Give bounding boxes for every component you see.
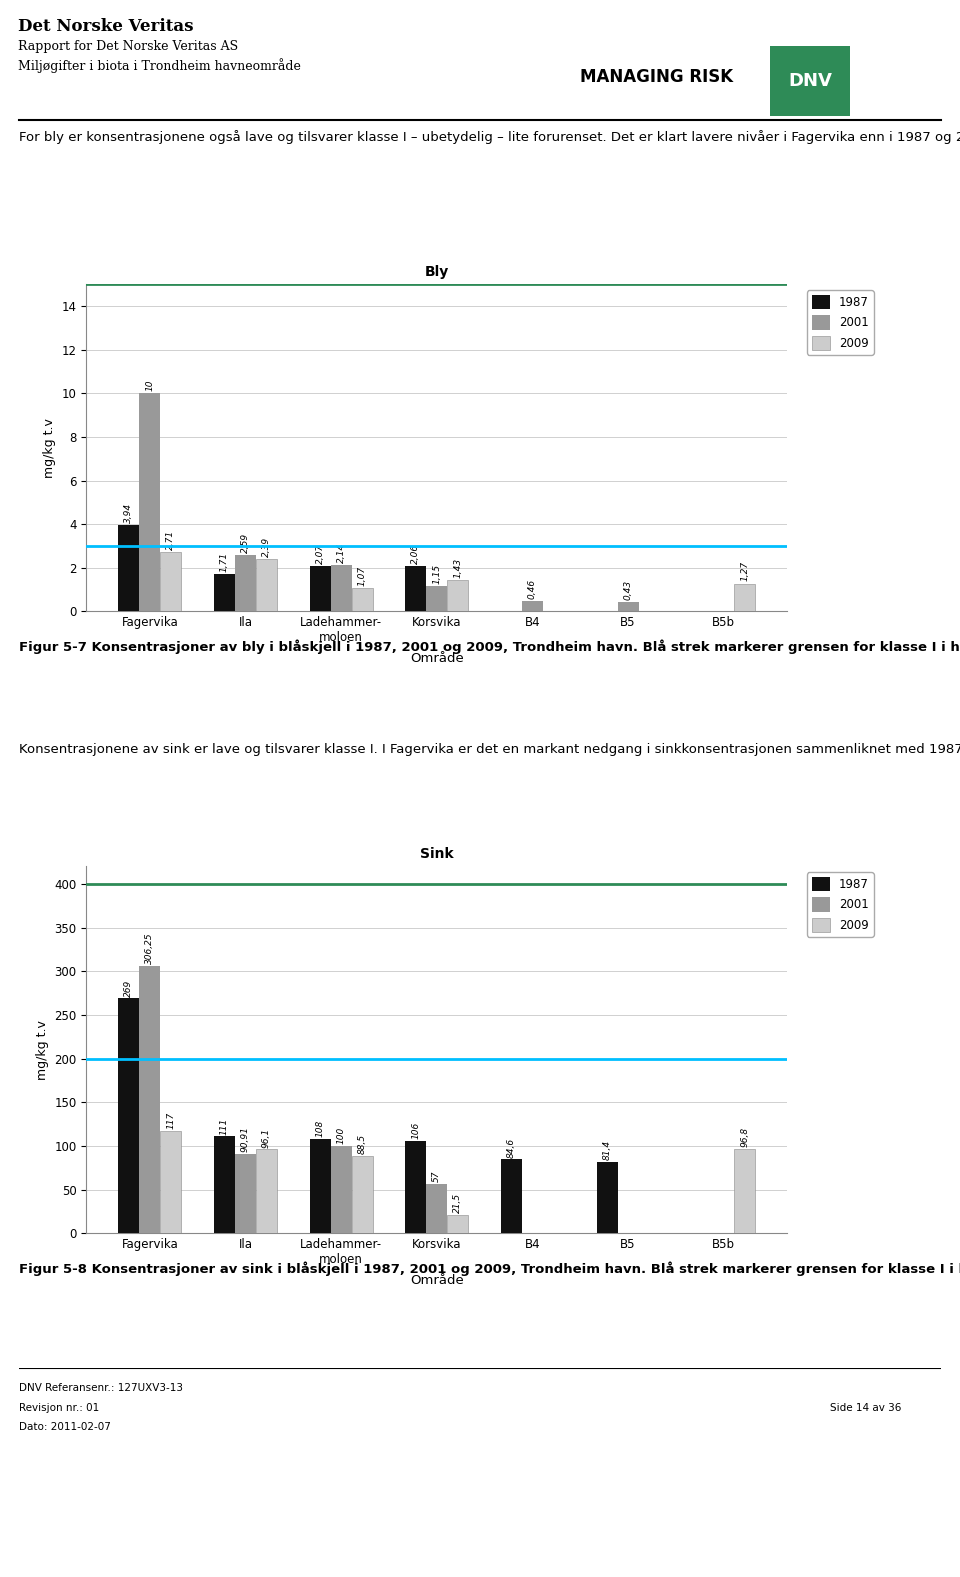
Bar [309, 1139, 330, 1233]
Text: 2,14: 2,14 [337, 542, 346, 563]
Text: 96,8: 96,8 [740, 1128, 750, 1146]
Bar [522, 601, 543, 612]
Text: DNV Referansenr.: 127UXV3-13: DNV Referansenr.: 127UXV3-13 [19, 1383, 183, 1392]
Text: MANAGING RISK: MANAGING RISK [580, 68, 733, 87]
Bar [118, 525, 139, 612]
Text: 108: 108 [316, 1120, 324, 1137]
Text: DNV: DNV [788, 73, 832, 90]
Y-axis label: mg/kg t.v: mg/kg t.v [36, 1020, 49, 1080]
Text: 1,15: 1,15 [432, 565, 442, 583]
Text: 100: 100 [337, 1128, 346, 1145]
Text: Figur 5-7 Konsentrasjoner av bly i blåskjell i 1987, 2001 og 2009, Trondheim hav: Figur 5-7 Konsentrasjoner av bly i blåsk… [19, 639, 960, 653]
Bar [118, 998, 139, 1233]
Bar [139, 965, 160, 1233]
Text: Dato: 2011-02-07: Dato: 2011-02-07 [19, 1422, 111, 1432]
Bar [160, 1131, 181, 1233]
Text: Konsentrasjonene av sink er lave og tilsvarer klasse I. I Fagervika er det en ma: Konsentrasjonene av sink er lave og tils… [19, 743, 960, 755]
Text: Miljøgifter i biota i Trondheim havneområde: Miljøgifter i biota i Trondheim havneomr… [18, 58, 300, 73]
Text: 57: 57 [432, 1170, 442, 1181]
Bar [330, 1146, 351, 1233]
Text: 2,06: 2,06 [411, 544, 420, 565]
Text: 2,71: 2,71 [166, 530, 176, 550]
Bar [351, 1156, 372, 1233]
Text: 0,46: 0,46 [528, 579, 537, 599]
Text: 0,43: 0,43 [624, 580, 633, 599]
Text: 10: 10 [145, 380, 155, 391]
Text: 1,43: 1,43 [453, 558, 463, 579]
Text: Side 14 av 36: Side 14 av 36 [830, 1404, 901, 1413]
Title: Bly: Bly [424, 265, 449, 279]
Text: 2,07: 2,07 [316, 544, 324, 565]
Text: 269: 269 [124, 979, 133, 997]
Bar [256, 1150, 277, 1233]
Text: Det Norske Veritas: Det Norske Veritas [18, 17, 194, 35]
Bar [405, 1140, 426, 1233]
Y-axis label: mg/kg t.v: mg/kg t.v [43, 418, 56, 478]
Text: 1,07: 1,07 [358, 566, 367, 585]
Bar [617, 602, 638, 612]
X-axis label: Område: Område [410, 651, 464, 665]
Bar [330, 565, 351, 612]
Bar [256, 560, 277, 612]
Text: 106: 106 [411, 1121, 420, 1139]
Text: 84,6: 84,6 [507, 1137, 516, 1158]
X-axis label: Område: Område [410, 1274, 464, 1287]
Bar [235, 555, 256, 612]
Text: 117: 117 [166, 1112, 176, 1129]
Bar [139, 393, 160, 612]
Bar [426, 1184, 447, 1233]
FancyBboxPatch shape [770, 46, 850, 117]
Bar [734, 583, 756, 612]
Text: Figur 5-8 Konsentrasjoner av sink i blåskjell i 1987, 2001 og 2009, Trondheim ha: Figur 5-8 Konsentrasjoner av sink i blås… [19, 1262, 960, 1276]
Bar [351, 588, 372, 612]
Text: 88,5: 88,5 [358, 1134, 367, 1154]
Bar [160, 552, 181, 612]
Title: Sink: Sink [420, 847, 454, 861]
Text: 21,5: 21,5 [453, 1192, 463, 1213]
Bar [596, 1162, 617, 1233]
Text: 90,91: 90,91 [241, 1126, 250, 1153]
Bar [214, 1137, 235, 1233]
Text: Revisjon nr.: 01: Revisjon nr.: 01 [19, 1404, 100, 1413]
Bar [447, 1214, 468, 1233]
Text: 2,39: 2,39 [262, 536, 271, 557]
Text: Rapport for Det Norske Veritas AS: Rapport for Det Norske Veritas AS [18, 39, 238, 54]
Text: For bly er konsentrasjonene også lave og tilsvarer klasse I – ubetydelig – lite : For bly er konsentrasjonene også lave og… [19, 129, 960, 144]
Text: 306,25: 306,25 [145, 932, 155, 964]
Bar [405, 566, 426, 612]
Legend: 1987, 2001, 2009: 1987, 2001, 2009 [807, 290, 874, 355]
Bar [501, 1159, 522, 1233]
Text: 96,1: 96,1 [262, 1128, 271, 1148]
Text: 81,4: 81,4 [603, 1140, 612, 1161]
Bar [309, 566, 330, 612]
Bar [214, 574, 235, 612]
Bar [734, 1148, 756, 1233]
Text: 2,59: 2,59 [241, 533, 250, 552]
Text: 1,71: 1,71 [220, 552, 228, 572]
Bar [235, 1154, 256, 1233]
Legend: 1987, 2001, 2009: 1987, 2001, 2009 [807, 872, 874, 937]
Bar [426, 587, 447, 612]
Text: 3,94: 3,94 [124, 503, 133, 524]
Text: 1,27: 1,27 [740, 561, 750, 582]
Bar [447, 580, 468, 612]
Text: 111: 111 [220, 1118, 228, 1134]
